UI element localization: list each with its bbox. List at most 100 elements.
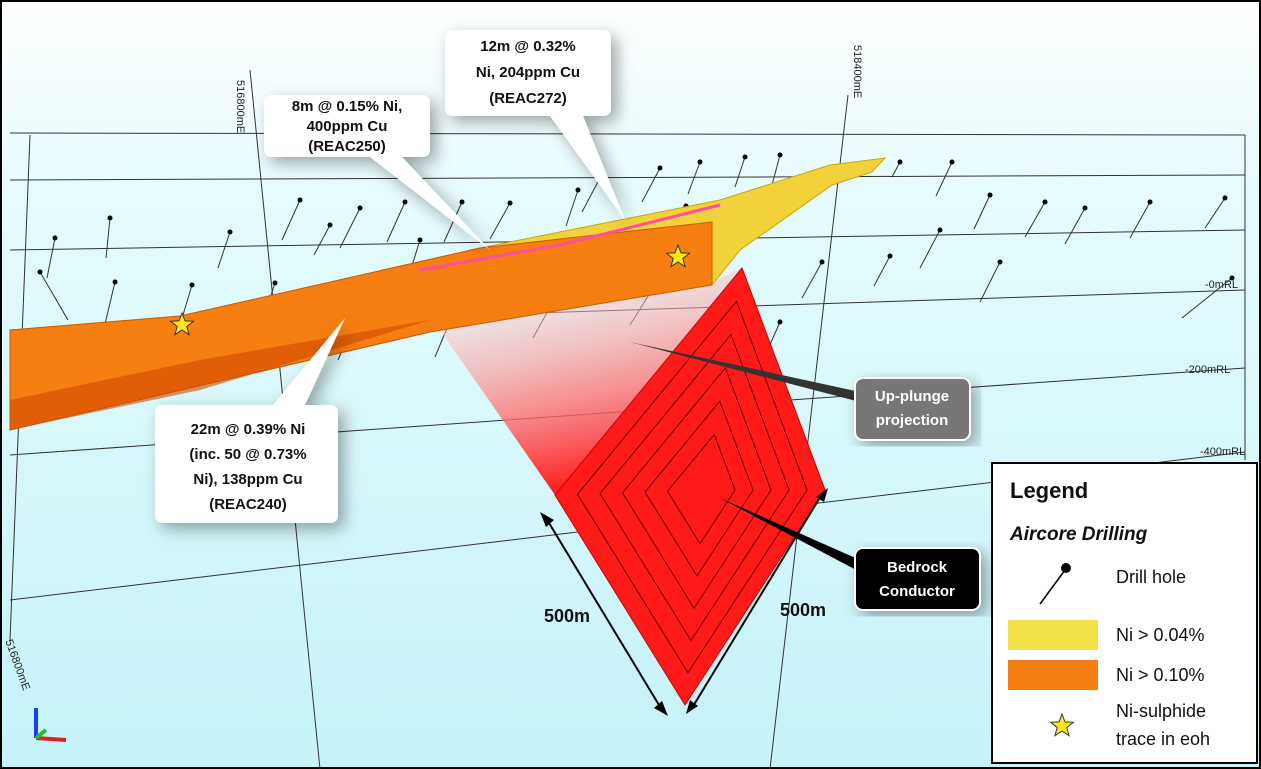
drill-collar — [997, 259, 1003, 265]
drill-hole — [687, 161, 701, 195]
legend-item: trace in eoh — [1116, 729, 1210, 749]
dimension-label: 500m — [544, 606, 590, 626]
drill-hole — [1024, 201, 1046, 238]
drill-collar — [112, 279, 118, 285]
legend-item: Ni-sulphide — [1116, 701, 1206, 721]
drill-collar — [459, 199, 465, 205]
drill-collar — [1229, 275, 1235, 281]
callout-text: 8m @ 0.15% Ni, — [292, 98, 403, 115]
drill-hole — [217, 231, 231, 269]
callout-text: 400ppm Cu — [307, 118, 388, 135]
rl-label: -200mRL — [1185, 364, 1230, 376]
drill-collar — [1082, 205, 1088, 211]
dimension-lines — [545, 493, 823, 711]
drill-collar — [227, 229, 233, 235]
bedrock-conductor — [554, 267, 826, 706]
callout-text: (inc. 50 @ 0.73% — [189, 446, 306, 463]
legend-subtitle: Aircore Drilling — [1009, 524, 1148, 545]
annotation-text: Bedrock — [887, 559, 948, 576]
callout-text: (REAC250) — [308, 138, 386, 155]
callout-text: 22m @ 0.39% Ni — [191, 421, 306, 438]
stars — [169, 243, 691, 336]
drill-hole — [386, 201, 406, 243]
easting-label: 518400mE — [851, 45, 863, 98]
drill-collar — [777, 152, 783, 158]
annotation-text: projection — [876, 412, 949, 429]
arrowheads — [540, 488, 828, 716]
drill-collar — [507, 200, 513, 206]
drill-hole — [979, 261, 1001, 303]
drill-collar — [1147, 199, 1153, 205]
easting-label: 516800mE — [234, 80, 246, 133]
conductor-contour — [621, 366, 772, 610]
drill-collar — [327, 222, 333, 228]
drill-hole — [46, 237, 56, 279]
drill-hole — [281, 199, 301, 241]
drill-hole — [1064, 207, 1086, 245]
conductor-box — [854, 547, 981, 611]
drill-collar — [742, 154, 748, 160]
drill-collar — [777, 319, 783, 325]
dimension-label: 500m — [780, 600, 826, 620]
up-plunge-projection — [440, 268, 742, 495]
conductor-contour — [666, 433, 736, 545]
drill-collar — [52, 235, 58, 241]
annotation-text: Conductor — [879, 583, 955, 600]
conductor-contour — [576, 300, 808, 674]
drill-collar — [897, 159, 903, 165]
conductor-contour — [644, 400, 754, 577]
callout-text: (REAC272) — [489, 90, 567, 107]
drill-hole — [443, 201, 463, 243]
rl-label: -0mRL — [1205, 279, 1238, 291]
drill-collar — [1042, 199, 1048, 205]
drill-collar — [987, 192, 993, 198]
drill-collar — [297, 197, 303, 203]
callout — [155, 30, 625, 523]
drill-hole — [339, 207, 361, 249]
conductor-contour — [599, 333, 790, 642]
drill-collar — [937, 227, 943, 233]
up-plunge-box — [854, 377, 971, 441]
legend-item: Ni > 0.10% — [1116, 665, 1205, 685]
rl-label: -400mRL — [1200, 446, 1245, 458]
drill-collar — [697, 159, 703, 165]
drill-collar — [949, 159, 955, 165]
drill-collar — [189, 282, 195, 288]
drill-collar — [657, 165, 663, 171]
drill-collar — [819, 259, 825, 265]
drill-collar — [887, 253, 893, 259]
drill-collar — [1222, 195, 1228, 201]
drill-hole — [801, 261, 823, 299]
legend-title: Legend — [1010, 478, 1088, 503]
drill-hole — [565, 189, 579, 227]
drill-hole — [313, 224, 331, 256]
callout-text: 12m @ 0.32% — [480, 38, 576, 55]
drill-hole — [104, 281, 116, 325]
drill-hole — [1129, 201, 1151, 239]
callout-text: Ni), 138ppm Cu — [193, 471, 302, 488]
drill-collar — [272, 280, 278, 286]
drill-collar — [37, 269, 43, 275]
drill-hole — [581, 177, 601, 213]
annotation-text: Up-plunge — [875, 388, 949, 405]
drill-hole — [873, 255, 891, 287]
drill-hole — [1204, 197, 1226, 229]
drill-collar — [417, 237, 423, 243]
drill-hole — [641, 167, 661, 203]
drill-hole — [891, 161, 901, 178]
callout-text: Ni, 204ppm Cu — [476, 64, 580, 81]
drill-collar — [357, 205, 363, 211]
drill-hole — [39, 271, 69, 321]
pointer — [630, 342, 860, 402]
drill-collar — [575, 187, 581, 193]
drill-hole — [734, 156, 746, 188]
callout-text: (REAC240) — [209, 496, 287, 513]
drill-hole — [105, 217, 111, 259]
drill-collar — [107, 215, 113, 221]
high-grade-trace — [419, 203, 721, 272]
axis-triad — [34, 708, 67, 742]
drill-hole — [489, 202, 511, 240]
drill-hole — [973, 194, 991, 230]
legend-item: Drill hole — [1116, 567, 1186, 587]
